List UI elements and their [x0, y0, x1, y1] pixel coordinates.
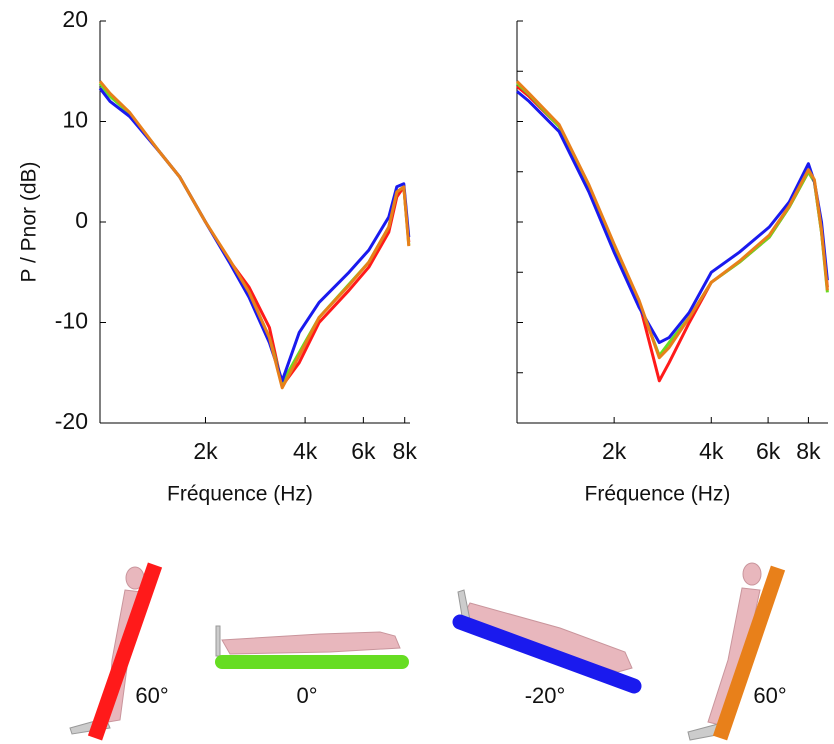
- chart-panel: -20 -10 0 10 20 2k 4k 6k 8k Fréquence (Hz) P / Pno…: [18, 6, 418, 505]
- support-board: [712, 565, 786, 741]
- angle-label: 0°: [296, 683, 317, 708]
- x-tick-label: 8k: [796, 438, 821, 464]
- person-body: [221, 631, 401, 655]
- y-tick-label: 0: [75, 207, 88, 233]
- person-head: [742, 562, 762, 586]
- x-tick-label: 6k: [756, 438, 781, 464]
- x-tick-label: 2k: [193, 438, 218, 464]
- y-tick-label: 10: [62, 107, 88, 133]
- x-tick-label: 2k: [602, 438, 627, 464]
- chart-panel: 2k 4k 6k 8k Fréquence (Hz): [515, 20, 829, 506]
- x-tick-label: 4k: [293, 438, 318, 464]
- series-line: [98, 80, 411, 390]
- posture-figures: [69, 562, 762, 741]
- series-line: [98, 82, 411, 385]
- support-board: [87, 562, 163, 741]
- x-tick-label: 8k: [393, 438, 418, 464]
- series-line: [516, 90, 829, 345]
- y-axis-label: P / Pnor (dB): [18, 162, 41, 283]
- foot-plate: [215, 625, 221, 657]
- angle-label: 60°: [135, 683, 168, 708]
- x-axis-label: Fréquence (Hz): [585, 483, 731, 506]
- series-line: [98, 82, 411, 388]
- x-tick-label: 6k: [351, 438, 376, 464]
- angle-label: -20°: [525, 683, 566, 708]
- support-board: [452, 614, 642, 694]
- y-tick-label: -10: [55, 308, 88, 334]
- x-tick-label: 4k: [699, 438, 724, 464]
- angle-label: 60°: [753, 683, 786, 708]
- x-axis-label: Fréquence (Hz): [167, 483, 313, 506]
- y-tick-label: 20: [62, 6, 88, 32]
- y-tick-label: -20: [55, 408, 88, 434]
- series-line: [515, 80, 829, 360]
